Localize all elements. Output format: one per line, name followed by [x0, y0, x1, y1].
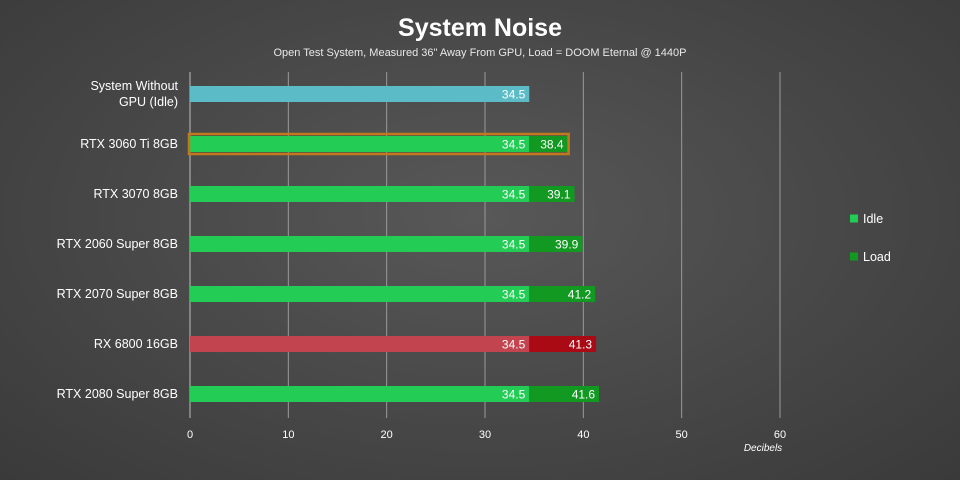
- data-label-idle: 34.5: [502, 238, 526, 252]
- bar-load: [529, 386, 600, 402]
- x-tick-label: 50: [676, 429, 688, 441]
- legend-swatch: [850, 252, 858, 261]
- chart-title: System Noise: [398, 14, 562, 42]
- bar-load: [529, 336, 597, 352]
- bar-load: [529, 136, 568, 152]
- category-labels: System Without GPU (Idle) RTX 3060 Ti 8GB R…: [57, 79, 179, 401]
- category-label: RTX 2080 Super 8GB: [57, 387, 178, 401]
- category-label-line: RTX 3060 Ti 8GB: [80, 137, 178, 151]
- legend-label: Load: [863, 250, 891, 264]
- bar-load: [529, 186, 575, 202]
- data-label-load: 39.9: [555, 238, 579, 252]
- x-tick-label: 30: [479, 429, 491, 441]
- data-label-load: 41.6: [572, 388, 596, 402]
- data-label-idle: 34.5: [502, 188, 526, 202]
- data-label-idle: 34.5: [502, 288, 526, 302]
- bar-idle: [190, 86, 530, 102]
- category-label-line: RTX 3070 8GB: [93, 187, 178, 201]
- category-label-line: RX 6800 16GB: [94, 337, 178, 351]
- bar-highlight-outline: [187, 132, 570, 156]
- category-label-line: RTX 2080 Super 8GB: [57, 387, 178, 401]
- x-tick-label: 0: [187, 429, 193, 441]
- bar-load: [529, 236, 583, 252]
- category-label-line: RTX 2070 Super 8GB: [57, 287, 178, 301]
- data-label-load: 38.4: [540, 138, 564, 152]
- chart-subtitle: Open Test System, Measured 36" Away From…: [273, 47, 687, 59]
- data-label-load: 41.2: [568, 288, 592, 302]
- bars: 34.5 34.5 38.4 34.5 39.1 34.5 39.9 34.5 41.2 34.5…: [187, 86, 600, 402]
- bar-idle: [190, 236, 530, 252]
- category-label: RTX 2070 Super 8GB: [57, 287, 178, 301]
- x-tick-label: 40: [577, 429, 589, 441]
- category-label: RTX 3060 Ti 8GB: [80, 137, 178, 151]
- bar-idle: [190, 186, 530, 202]
- x-tick-label: 10: [282, 429, 294, 441]
- category-label: RX 6800 16GB: [94, 337, 178, 351]
- bar-idle: [190, 386, 530, 402]
- bar-load: [529, 286, 596, 302]
- data-label-idle: 34.5: [502, 138, 526, 152]
- category-label-line: System Without: [90, 79, 178, 93]
- category-label: RTX 3070 8GB: [93, 187, 178, 201]
- x-axis-title: Decibels: [744, 443, 782, 454]
- legend: Idle Load: [850, 212, 891, 264]
- bar-idle: [190, 336, 530, 352]
- legend-swatch: [850, 214, 858, 223]
- category-label: System Without GPU (Idle): [90, 79, 178, 109]
- data-label-load: 41.3: [569, 338, 593, 352]
- category-label-line: RTX 2060 Super 8GB: [57, 237, 178, 251]
- x-tick-label: 20: [381, 429, 393, 441]
- data-label-idle: 34.5: [502, 388, 526, 402]
- data-label-idle: 34.5: [502, 338, 526, 352]
- legend-label: Idle: [863, 212, 883, 226]
- x-tick-label: 60: [774, 429, 786, 441]
- x-tick-labels: 0 10 20 30 40 50 60: [187, 429, 786, 441]
- category-label-line: GPU (Idle): [119, 95, 178, 109]
- data-label-load: 39.1: [547, 188, 571, 202]
- category-label: RTX 2060 Super 8GB: [57, 237, 178, 251]
- data-label-idle: 34.5: [502, 88, 526, 102]
- bar-idle: [190, 136, 530, 152]
- bar-idle: [190, 286, 530, 302]
